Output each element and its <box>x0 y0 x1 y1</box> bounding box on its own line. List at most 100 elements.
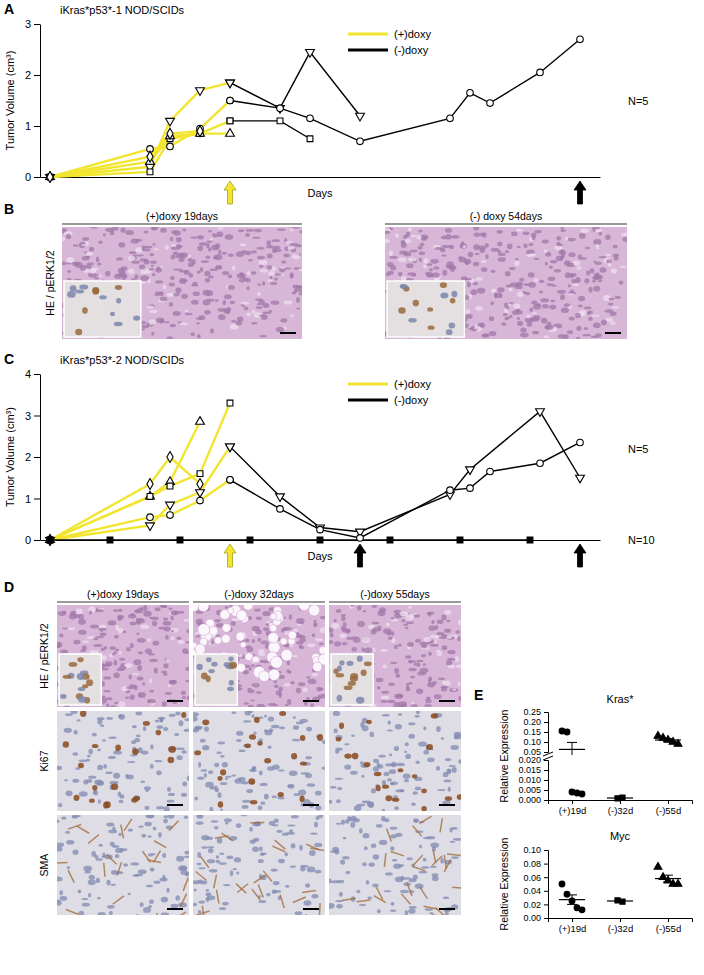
texture <box>105 271 110 277</box>
texture <box>206 299 214 302</box>
texture <box>165 635 169 640</box>
marker <box>107 537 113 543</box>
texture <box>156 806 164 809</box>
texture <box>130 695 135 700</box>
texture <box>190 236 199 238</box>
texture <box>107 620 116 625</box>
texture <box>234 778 241 783</box>
chart-title: iKras*p53*-2 NOD/SCIDs <box>60 354 185 366</box>
texture <box>173 293 180 296</box>
texture <box>197 246 203 252</box>
texture <box>475 306 483 311</box>
texture <box>100 632 107 636</box>
texture <box>406 263 413 268</box>
texture <box>214 763 219 768</box>
texture <box>218 742 226 745</box>
texture <box>315 806 321 811</box>
texture <box>428 326 435 330</box>
y-tick-label: 0 <box>25 534 31 546</box>
texture <box>405 754 411 759</box>
annotation: N=10 <box>628 534 655 546</box>
texture <box>115 649 119 652</box>
texture <box>289 272 293 277</box>
texture <box>468 252 474 258</box>
texture <box>185 313 193 316</box>
texture <box>550 300 555 302</box>
texture <box>296 618 305 624</box>
y-tick-label: 3 <box>25 18 31 30</box>
texture <box>220 755 225 758</box>
y-axis-line <box>40 375 41 541</box>
y-tick: 3 <box>25 410 40 422</box>
texture <box>292 254 300 259</box>
texture <box>278 769 285 771</box>
texture <box>119 658 125 661</box>
texture <box>568 252 575 257</box>
texture <box>315 638 323 641</box>
texture <box>91 227 98 229</box>
texture <box>204 310 211 315</box>
texture <box>385 239 390 243</box>
texture <box>582 334 590 336</box>
texture <box>215 267 222 270</box>
texture <box>452 767 457 773</box>
texture <box>157 266 161 270</box>
texture <box>93 790 96 794</box>
marker <box>167 452 173 463</box>
texture <box>461 276 468 280</box>
texture <box>151 265 154 267</box>
texture <box>416 711 420 714</box>
texture <box>103 676 111 679</box>
texture <box>520 327 526 332</box>
plot-area <box>46 36 584 182</box>
column-rule <box>57 602 189 603</box>
texture <box>312 633 315 637</box>
texture <box>440 248 446 252</box>
micrograph <box>329 605 461 707</box>
texture <box>170 324 176 328</box>
texture <box>420 243 425 246</box>
texture <box>288 670 291 674</box>
texture <box>408 318 416 323</box>
texture <box>137 676 144 680</box>
texture <box>515 258 518 261</box>
texture <box>360 762 365 765</box>
texture <box>573 284 580 286</box>
texture <box>423 663 426 666</box>
texture <box>79 760 88 762</box>
texture <box>317 734 323 741</box>
texture <box>554 245 562 250</box>
texture <box>163 618 168 621</box>
texture <box>335 748 342 751</box>
texture <box>69 614 77 620</box>
texture <box>307 643 316 647</box>
texture <box>196 619 203 625</box>
texture <box>329 800 332 804</box>
texture <box>428 679 431 685</box>
texture <box>181 712 186 718</box>
texture <box>133 795 140 801</box>
texture <box>545 325 554 329</box>
texture <box>236 739 242 742</box>
micrograph <box>193 711 325 811</box>
texture <box>169 283 175 287</box>
y-tick-label: 2 <box>25 69 31 81</box>
texture <box>446 769 451 775</box>
texture <box>415 786 421 790</box>
texture <box>268 717 274 722</box>
marker <box>357 535 364 542</box>
marker <box>577 439 584 446</box>
y-tick: 0 <box>25 534 40 546</box>
column-label: (-)doxy 32days <box>224 588 293 600</box>
texture <box>58 803 62 807</box>
texture <box>96 609 103 612</box>
texture <box>113 773 120 779</box>
texture <box>407 642 414 647</box>
marker <box>357 138 364 145</box>
texture <box>94 780 102 786</box>
texture <box>403 624 408 626</box>
texture <box>179 322 188 325</box>
texture <box>239 279 245 283</box>
texture <box>315 791 322 796</box>
texture <box>298 682 305 686</box>
